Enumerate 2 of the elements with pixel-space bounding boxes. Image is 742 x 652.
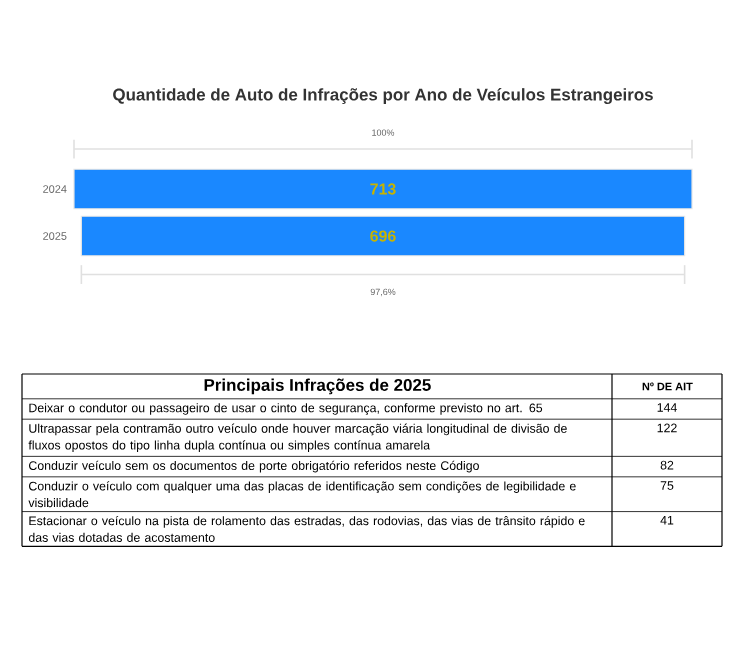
text: Principais Infrações de 2025	[204, 378, 431, 395]
text: Quantidade de Auto de Infrações por Ano de Veículos Estrangeiros	[113, 87, 653, 105]
